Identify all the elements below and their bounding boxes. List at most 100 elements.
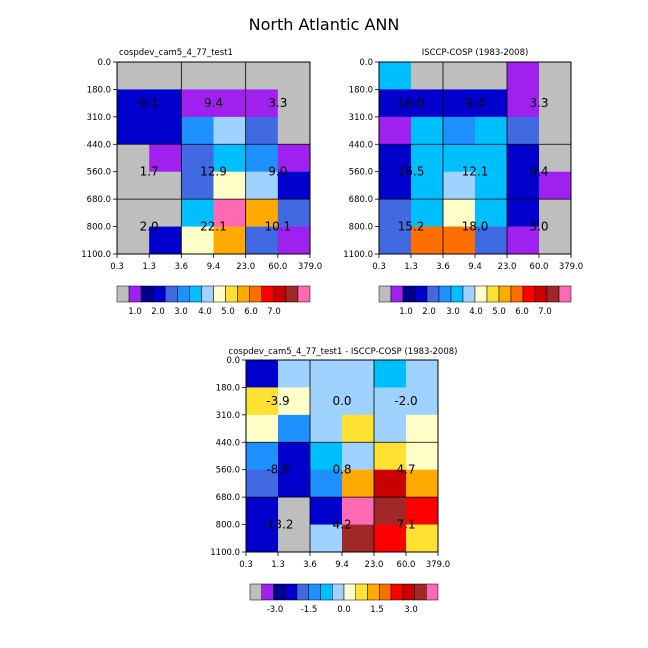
- colorbar-swatch: [426, 583, 439, 601]
- colorbar-swatch: [438, 285, 452, 303]
- heatmap-cell: [507, 62, 540, 90]
- heatmap-cell: [374, 360, 407, 388]
- heatmap-diff: cospdev_cam5_4_77_test1 - ISCCP-COSP (19…: [210, 347, 457, 570]
- heatmap-cell: [379, 89, 412, 118]
- colorbar-swatch: [237, 285, 250, 303]
- colorbar-label: 2.0: [151, 307, 165, 317]
- heatmap-cell: [342, 360, 375, 388]
- heatmap-cell: [246, 360, 279, 388]
- y-tick-label: 560.0: [216, 466, 240, 476]
- heatmap-cell: [406, 442, 439, 471]
- cell-value-label: 7.1: [396, 518, 415, 532]
- heatmap-cell: [310, 497, 343, 525]
- plot-title-obs: ISCCP-COSP (1983-2008): [422, 48, 529, 58]
- colorbar-label: 1.5: [370, 605, 384, 615]
- x-tick-label: 1.3: [271, 560, 285, 570]
- colorbar-label: 5.0: [492, 307, 506, 317]
- y-tick-label: 800.0: [349, 223, 373, 233]
- cell-value-label: 1.7: [140, 165, 159, 179]
- x-tick-label: 23.0: [236, 262, 255, 272]
- heatmap-cell: [379, 226, 412, 255]
- cell-value-label: 9.4: [529, 165, 548, 179]
- heatmap-cell: [406, 360, 439, 388]
- y-tick-label: 310.0: [349, 113, 373, 123]
- cell-value-label: 18.0: [462, 220, 489, 234]
- heatmap-cell: [475, 116, 508, 145]
- colorbar-swatch: [201, 285, 214, 303]
- heatmap-cell: [406, 387, 439, 416]
- cell-value-label: 3.3: [268, 96, 287, 110]
- heatmap-cell: [277, 116, 311, 145]
- colorbar-swatch: [285, 583, 298, 601]
- cell-value-label: 9.4: [204, 96, 223, 110]
- cell-value-label: 16.0: [398, 96, 425, 110]
- colorbar-swatch: [249, 285, 263, 303]
- heatmap-cell: [117, 226, 150, 255]
- heatmap-cell: [245, 144, 279, 173]
- cell-value-label: 3.0: [529, 220, 548, 234]
- cell-value-label: 2.0: [140, 220, 159, 234]
- colorbar-swatch: [522, 285, 536, 303]
- colorbar-swatch: [390, 583, 403, 601]
- heatmap-cell: [181, 226, 214, 255]
- heatmap-cell: [310, 442, 343, 471]
- heatmap-cell: [117, 144, 150, 173]
- colorbar-swatch: [308, 583, 321, 601]
- colorbar-swatch: [320, 583, 333, 601]
- heatmap-cell: [539, 144, 572, 173]
- cell-value-label: 4.2: [332, 518, 351, 532]
- heatmap-cell: [278, 497, 311, 525]
- heatmap-cell: [443, 144, 476, 173]
- colorbar-swatch: [546, 285, 560, 303]
- y-tick-label: 1100.0: [210, 548, 240, 558]
- heatmap-cell: [411, 62, 444, 90]
- heatmap-cell: [246, 524, 279, 553]
- x-tick-label: 23.0: [365, 560, 384, 570]
- heatmap-cell: [406, 497, 439, 525]
- heatmap-cell: [149, 89, 182, 118]
- heatmap-cell: [374, 414, 407, 443]
- heatmap-cell: [379, 199, 412, 227]
- heatmap-cell: [539, 226, 572, 255]
- heatmap-cell: [213, 199, 246, 227]
- heatmap-cell: [475, 89, 508, 118]
- colorbar-swatch: [510, 285, 524, 303]
- colorbar-swatch: [402, 285, 416, 303]
- colorbar-label: 7.0: [267, 307, 281, 317]
- colorbar-swatch: [367, 583, 380, 601]
- cell-value-label: 12.1: [462, 165, 489, 179]
- heatmap-cell: [411, 116, 444, 145]
- heatmap-cell: [245, 226, 279, 255]
- colorbar-swatch: [285, 285, 299, 303]
- y-tick-label: 680.0: [349, 195, 373, 205]
- colorbar-swatch: [165, 285, 178, 303]
- colorbar-swatch: [474, 285, 488, 303]
- heatmap-cell: [310, 387, 343, 416]
- x-tick-label: 9.4: [207, 262, 221, 272]
- cell-value-label: -13.2: [262, 518, 293, 532]
- heatmap-cell: [117, 89, 150, 118]
- colorbar-swatch: [558, 285, 572, 303]
- colorbar-label: 0.0: [337, 605, 351, 615]
- colorbar-swatch: [140, 285, 154, 303]
- colorbar-swatch: [273, 285, 287, 303]
- colorbar-label: 1.0: [128, 307, 142, 317]
- x-tick-label: 379.0: [559, 262, 583, 272]
- colorbar-label: 6.0: [515, 307, 529, 317]
- x-tick-label: 379.0: [426, 560, 450, 570]
- colorbar-swatch: [355, 583, 368, 601]
- x-tick-label: 9.4: [468, 262, 482, 272]
- y-tick-label: 310.0: [216, 411, 240, 421]
- heatmap-cell: [277, 226, 311, 255]
- heatmap-cell: [507, 199, 540, 227]
- y-tick-label: 1100.0: [81, 250, 111, 260]
- cell-value-label: 15.2: [398, 220, 425, 234]
- colorbar-swatch: [128, 285, 142, 303]
- colorbar-swatch: [332, 583, 345, 601]
- heatmap-cell: [475, 199, 508, 227]
- heatmap-cell: [117, 199, 150, 227]
- heatmap-cell: [246, 414, 279, 443]
- heatmap-cell: [342, 414, 375, 443]
- heatmap-cell: [310, 469, 343, 498]
- heatmap-cell: [443, 171, 476, 200]
